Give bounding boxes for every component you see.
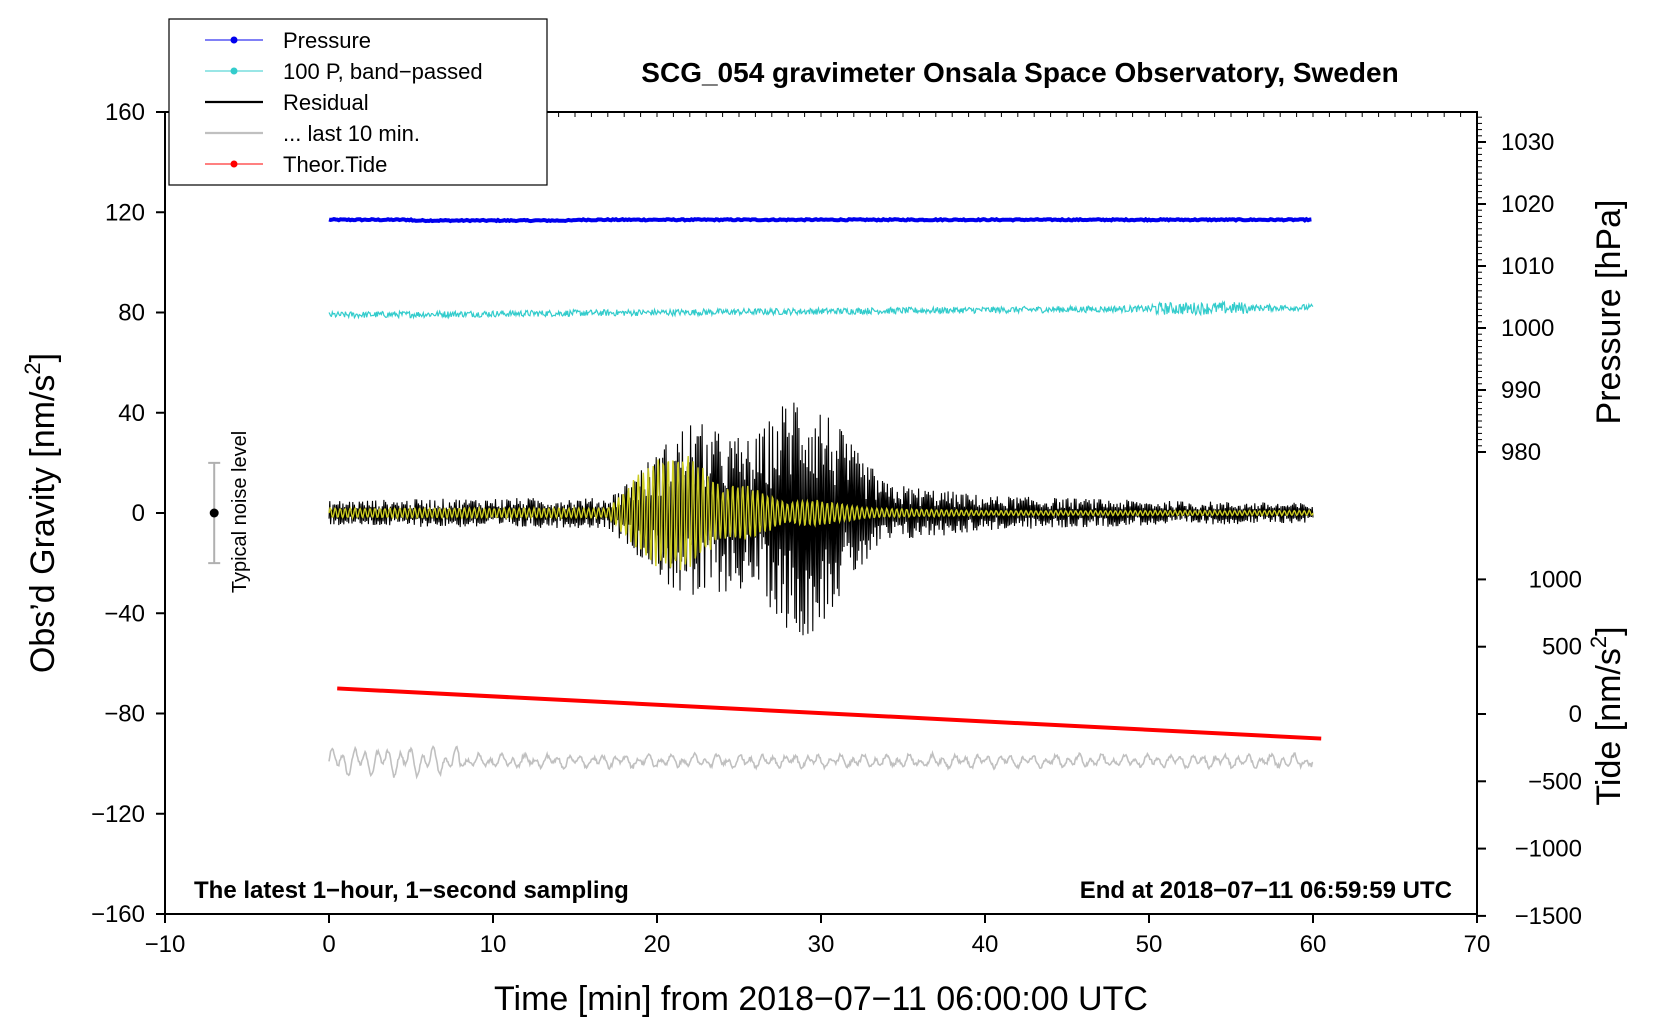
noise-bar-dot <box>209 508 219 518</box>
tide-tick-label: 1000 <box>1529 566 1582 593</box>
x-axis: −10 0 10 20 30 40 50 60 70 <box>145 914 1491 958</box>
x-tick-label: 10 <box>480 931 507 958</box>
y-axis-tide-label-end: ] <box>1590 626 1628 635</box>
y-axis-tide-label-main: Tide [nm/s <box>1590 648 1628 805</box>
y-tick-label: 80 <box>118 300 145 327</box>
y-axis-left-label-sup: 2 <box>20 362 45 374</box>
series-pressure-bandpassed <box>328 300 1314 320</box>
legend-label: ... last 10 min. <box>283 121 420 146</box>
legend-marker <box>230 36 238 44</box>
legend-marker <box>230 67 238 75</box>
y-tick-label: −40 <box>104 600 145 627</box>
y-axis-pressure-label: Pressure [hPa] <box>1590 200 1628 425</box>
pressure-tick-label: 1010 <box>1501 253 1554 280</box>
tide-tick-label: 500 <box>1542 634 1582 661</box>
tide-tick-label: −1000 <box>1515 836 1582 863</box>
pressure-tick-label: 980 <box>1501 439 1541 466</box>
x-tick-label: −10 <box>145 931 186 958</box>
chart-title: SCG_054 gravimeter Onsala Space Observat… <box>641 57 1398 88</box>
y-axis-left: 160 120 80 40 0 −40 −80 −120 −160 <box>91 99 165 928</box>
x-tick-label: 0 <box>322 931 335 958</box>
legend-label: Theor.Tide <box>283 152 387 177</box>
y-tick-label: 160 <box>105 99 145 126</box>
y-axis-left-label: Obs’d Gravity [nm/s2] <box>20 353 62 673</box>
y-tick-label: 40 <box>118 400 145 427</box>
series-layer <box>328 216 1322 780</box>
x-tick-label: 40 <box>972 931 999 958</box>
noise-level-indicator: Typical noise level <box>208 431 251 593</box>
pressure-tick-label: 990 <box>1501 377 1541 404</box>
noise-level-label: Typical noise level <box>229 431 251 593</box>
pressure-tick-label: 1030 <box>1501 129 1554 156</box>
series-pressure <box>328 216 1312 224</box>
x-tick-label: 60 <box>1300 931 1327 958</box>
y-axis-tide: 1000 500 0 −500 −1000 −1500 <box>1477 566 1582 930</box>
x-tick-label: 20 <box>644 931 671 958</box>
y-tick-label: 120 <box>105 199 145 226</box>
y-axis-left-label-end: ] <box>24 353 62 362</box>
legend-label: 100 P, band−passed <box>283 59 483 84</box>
y-tick-label: −120 <box>91 801 145 828</box>
y-tick-label: −80 <box>104 701 145 728</box>
legend-label: Pressure <box>283 28 371 53</box>
x-tick-label: 50 <box>1136 931 1163 958</box>
series-last-10-min <box>328 745 1314 780</box>
tide-tick-label: −500 <box>1528 768 1582 795</box>
pressure-tick-label: 1000 <box>1501 315 1554 342</box>
y-axis-tide-label: Tide [nm/s2] <box>1586 626 1628 805</box>
y-tick-label: −160 <box>91 901 145 928</box>
y-axis-pressure: 1030 1020 1010 1000 990 980 <box>1477 116 1554 466</box>
x-tick-label: 30 <box>808 931 835 958</box>
legend-label: Residual <box>283 90 369 115</box>
series-residual-bandpassed <box>328 455 1314 571</box>
series-residual <box>328 402 1314 636</box>
series-theoretical-tide <box>337 686 1322 741</box>
annotation-sampling: The latest 1−hour, 1−second sampling <box>194 877 629 904</box>
annotation-end-time: End at 2018−07−11 06:59:59 UTC <box>1080 877 1452 904</box>
tide-tick-label: −1500 <box>1515 903 1582 930</box>
legend-marker <box>230 160 238 168</box>
y-tick-label: 0 <box>132 500 145 527</box>
x-tick-label: 70 <box>1464 931 1491 958</box>
y-axis-left-label-main: Obs’d Gravity [nm/s <box>24 375 62 674</box>
x-axis-label: Time [min] from 2018−07−11 06:00:00 UTC <box>494 980 1148 1018</box>
legend: Pressure 100 P, band−passed Residual ... la… <box>168 18 548 186</box>
y-axis-tide-label-sup: 2 <box>1586 636 1611 648</box>
tide-tick-label: 0 <box>1569 701 1582 728</box>
pressure-tick-label: 1020 <box>1501 191 1554 218</box>
